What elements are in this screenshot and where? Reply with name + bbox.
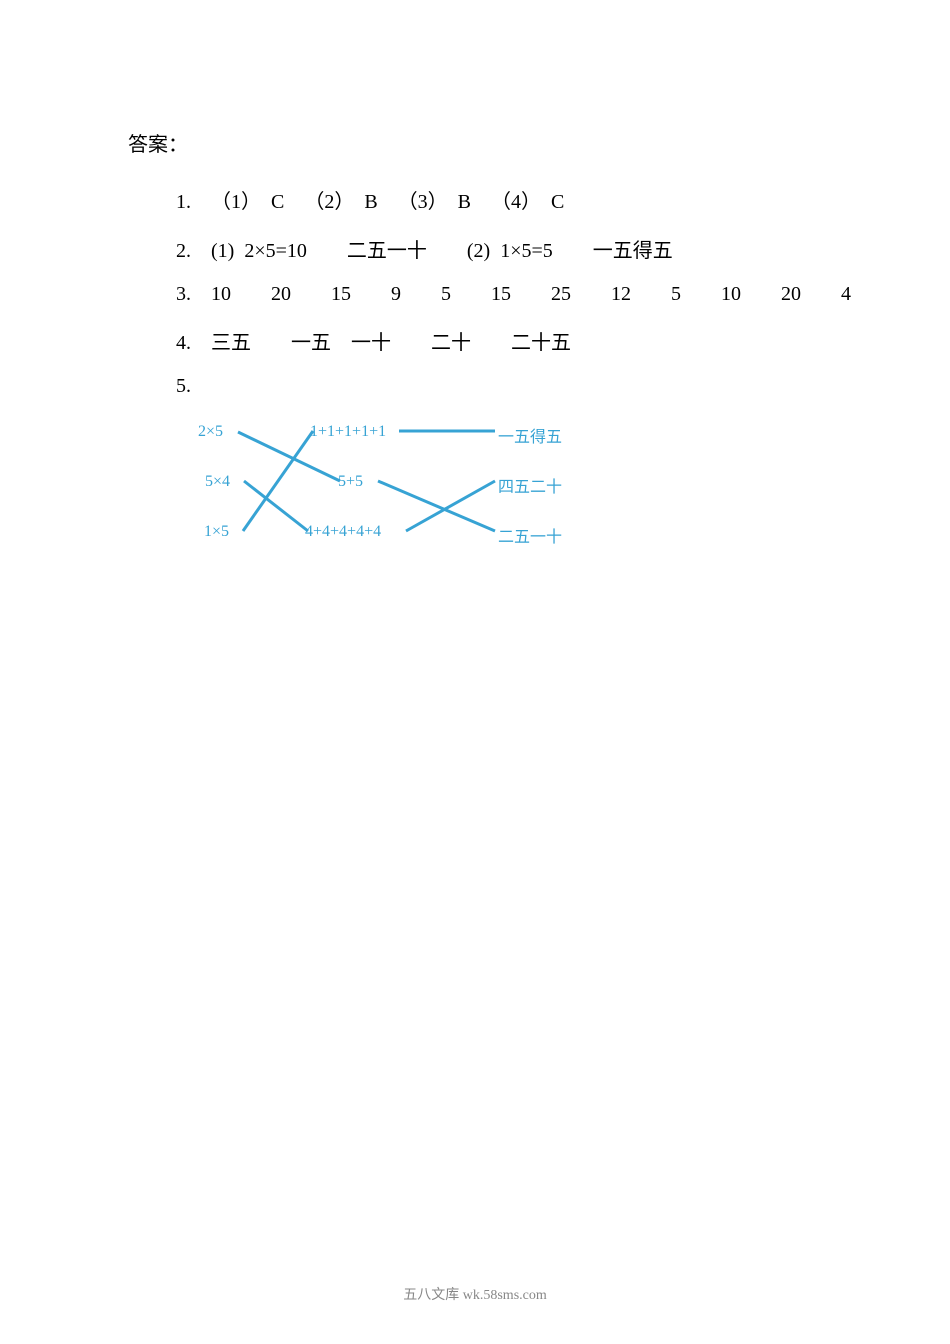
answer-heading: 答案： bbox=[128, 128, 888, 157]
diagram-left2: 5×4 bbox=[205, 473, 230, 491]
matching-diagram: 2×5 5×4 1×5 1+1+1+1+1 5+5 4+4+4+4+4 一五得五… bbox=[198, 418, 648, 578]
diagram-mid2: 5+5 bbox=[338, 473, 363, 491]
diagram-left1: 2×5 bbox=[198, 423, 223, 441]
line-left3-mid1 bbox=[243, 431, 313, 531]
line-left2-mid3 bbox=[244, 481, 308, 531]
diagram-left3: 1×5 bbox=[204, 523, 229, 541]
answer-line-4: 4. 三五 一五 一十 二十 二十五 bbox=[176, 326, 888, 355]
page-footer: 五八文库 wk.58sms.com bbox=[0, 1284, 950, 1304]
answer-line-3: 3. 10 20 15 9 5 15 25 12 5 10 20 4 bbox=[176, 283, 888, 306]
answer-line-1: 1. （1） C （2） B （3） B （4） C bbox=[176, 185, 888, 214]
diagram-mid1: 1+1+1+1+1 bbox=[310, 423, 386, 441]
diagram-right3: 二五一十 bbox=[498, 523, 562, 547]
answer-line-2: 2. (1) 2×5=10 二五一十 (2) 1×5=5 一五得五 bbox=[176, 234, 888, 263]
answer-line-5: 5. bbox=[176, 375, 888, 398]
diagram-right1: 一五得五 bbox=[498, 423, 562, 447]
line-mid3-right2 bbox=[406, 481, 495, 531]
diagram-lines bbox=[198, 418, 648, 578]
diagram-right2: 四五二十 bbox=[498, 473, 562, 497]
diagram-mid3: 4+4+4+4+4 bbox=[305, 523, 381, 541]
line-mid2-right3 bbox=[378, 481, 495, 531]
